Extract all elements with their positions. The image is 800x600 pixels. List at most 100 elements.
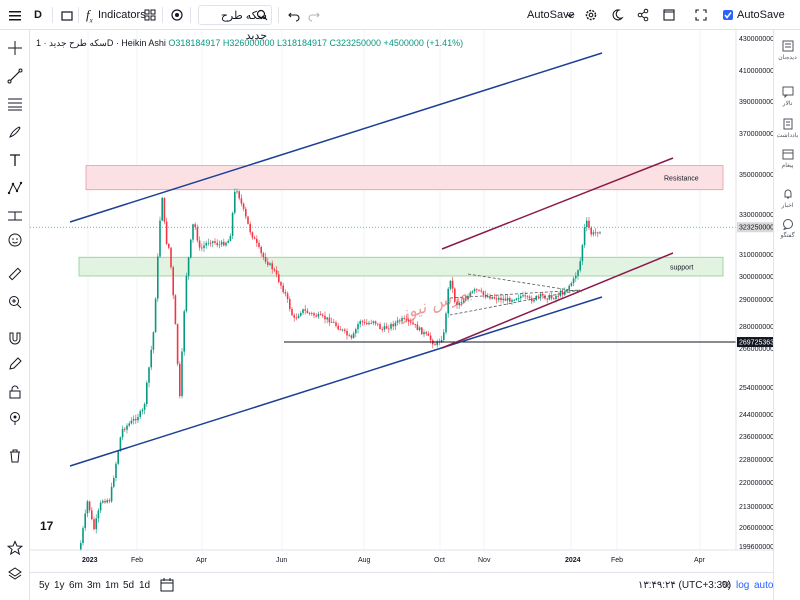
undo-icon[interactable]: [288, 5, 300, 25]
sidebar-item-chat[interactable]: گفتگو: [774, 218, 800, 239]
alert-icon[interactable]: [170, 5, 184, 25]
clock-timezone[interactable]: ۱۳:۴۹:۲۴ (UTC+3:30): [638, 580, 732, 591]
sidebar-item-notes[interactable]: یادداشت: [774, 118, 800, 139]
candle-body: [436, 341, 438, 346]
templates-icon[interactable]: [144, 5, 156, 25]
trend-line-icon[interactable]: [5, 66, 25, 86]
text-icon[interactable]: [5, 150, 25, 170]
brush-icon[interactable]: [5, 122, 25, 142]
candle-body: [328, 317, 331, 323]
candle-body: [460, 302, 463, 304]
indicators-icon[interactable]: fx: [86, 7, 93, 25]
emoji-icon[interactable]: [5, 230, 25, 250]
goto-date-icon[interactable]: [160, 578, 174, 595]
lower-purple-trendline[interactable]: [441, 252, 674, 349]
candle-body: [403, 318, 405, 319]
price-chart[interactable]: Resistance support بورس نیوز 430000000 41…: [30, 30, 774, 572]
support-zone[interactable]: [78, 256, 724, 277]
candle-body: [469, 292, 471, 297]
log-toggle[interactable]: log: [736, 580, 750, 591]
autosave-button[interactable]: AutoSave: [527, 9, 575, 21]
magnet-icon[interactable]: [5, 328, 25, 348]
candle-body: [319, 313, 322, 315]
search-icon[interactable]: [256, 5, 268, 25]
symbol-button[interactable]: D: [34, 9, 42, 21]
sidebar-item-news[interactable]: اخبار: [774, 188, 800, 209]
lock-icon[interactable]: [5, 382, 25, 402]
price-axis[interactable]: 430000000 410000000 390000000 370000000 3500…: [739, 36, 774, 551]
candle-body: [218, 244, 221, 246]
candle-body: [531, 298, 533, 302]
layers-icon[interactable]: [5, 564, 25, 584]
candle-body: [489, 296, 491, 299]
candle-body: [253, 237, 256, 239]
moon-icon[interactable]: [610, 5, 624, 25]
auto-toggle[interactable]: auto: [754, 580, 774, 591]
candle-body: [150, 349, 152, 368]
share-icon[interactable]: [636, 5, 650, 25]
candle-body: [476, 289, 478, 291]
sidebar-item-forum[interactable]: تالار: [774, 86, 800, 107]
percent-toggle[interactable]: %: [722, 580, 731, 591]
ruler-icon[interactable]: [5, 264, 25, 284]
range-1y[interactable]: 1y: [54, 580, 65, 591]
chevron-down-icon[interactable]: [566, 5, 574, 25]
candle-body: [447, 288, 449, 314]
watermark-text: بورس نیوز: [395, 283, 474, 326]
star-icon[interactable]: [5, 538, 25, 558]
indicators-button[interactable]: Indicators: [98, 9, 146, 21]
candle-body: [388, 328, 390, 330]
candle-body: [513, 299, 515, 301]
range-5d[interactable]: 5d: [123, 580, 135, 591]
interval-icon[interactable]: [60, 5, 74, 25]
pattern-icon[interactable]: [5, 178, 25, 198]
layout-icon[interactable]: [662, 5, 676, 25]
candle-body: [535, 295, 537, 300]
crosshair-icon[interactable]: [5, 38, 25, 58]
candle-body: [421, 327, 423, 335]
redo-icon[interactable]: [308, 5, 320, 25]
candle-body: [350, 335, 353, 338]
measure-range-icon[interactable]: [5, 206, 25, 226]
candle-body: [498, 297, 500, 300]
calendar-icon: [782, 149, 793, 160]
candle-body: [93, 519, 95, 530]
gear-icon[interactable]: [584, 5, 598, 25]
candle-body: [467, 296, 469, 300]
candle-body: [119, 437, 122, 452]
price-tick-label: 213000000: [739, 504, 773, 511]
time-axis[interactable]: 2023 Feb Apr Jun Aug Oct Nov 2024 Feb Apr: [82, 557, 706, 564]
pencil-lock-icon[interactable]: [5, 354, 25, 374]
triangle-pattern[interactable]: [449, 273, 583, 316]
lower-blue-trendline[interactable]: [69, 296, 603, 467]
range-3m[interactable]: 3m: [87, 580, 101, 591]
autosave-checkbox[interactable]: [722, 5, 734, 25]
menu-icon[interactable]: [8, 5, 22, 25]
horizontal-lines-icon[interactable]: [5, 94, 25, 114]
layout-name-button[interactable]: سکه طرح جدید: [198, 5, 272, 42]
candle-body: [223, 241, 225, 246]
candle-body: [302, 309, 304, 314]
chart-pane[interactable]: Resistance support بورس نیوز 430000000 41…: [30, 30, 774, 572]
range-5y[interactable]: 5y: [39, 580, 50, 591]
top-toolbar: D fx Indicators سکه طرح جدید AutoSave: [0, 0, 800, 42]
fullscreen-icon[interactable]: [694, 5, 708, 25]
sidebar-item-messages[interactable]: پیغام: [774, 148, 800, 169]
upper-purple-trendline[interactable]: [441, 157, 674, 250]
eye-icon[interactable]: [5, 408, 25, 428]
range-1m[interactable]: 1m: [105, 580, 119, 591]
candle-body: [86, 501, 89, 514]
candle-body: [271, 263, 273, 270]
resistance-zone[interactable]: [85, 165, 724, 191]
sidebar-item-watchlist[interactable]: دیده‌بان: [774, 40, 800, 61]
range-6m[interactable]: 6m: [69, 580, 83, 591]
trash-icon[interactable]: [5, 446, 25, 466]
price-tick-label: 280000000: [739, 324, 773, 331]
upper-blue-trendline[interactable]: [69, 52, 603, 223]
range-1d[interactable]: 1d: [139, 580, 151, 591]
zoom-in-icon[interactable]: [5, 292, 25, 312]
candle-body: [225, 242, 227, 246]
candle-body: [267, 261, 269, 265]
candle-body: [245, 208, 247, 217]
resistance-label: Resistance: [664, 176, 699, 183]
